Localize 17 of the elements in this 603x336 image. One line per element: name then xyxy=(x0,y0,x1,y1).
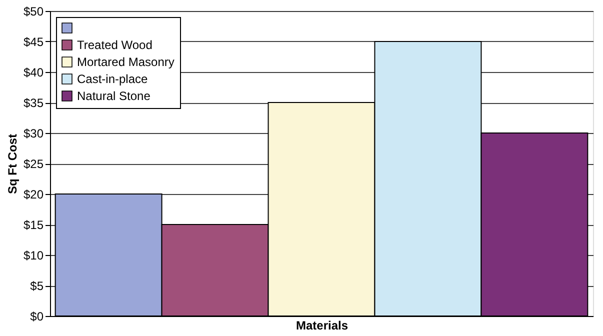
y-axis-title: Sq Ft Cost xyxy=(5,134,20,194)
legend-label: Cast-in-place xyxy=(77,72,148,86)
y-tick-label: $25 xyxy=(23,157,44,171)
legend-label: Treated Wood xyxy=(77,38,152,52)
y-tick-label: $50 xyxy=(23,4,44,18)
y-tick-label: $15 xyxy=(23,218,44,232)
y-tick-label: $20 xyxy=(23,188,44,202)
y-tick-label: $35 xyxy=(23,96,44,110)
y-tick-label: $10 xyxy=(23,248,44,262)
x-axis-title: Materials xyxy=(296,318,348,332)
legend-label: Natural Stone xyxy=(77,89,151,103)
y-tick-label: $45 xyxy=(23,35,44,49)
legend-label: Mortared Masonry xyxy=(77,55,174,69)
y-tick-label: $5 xyxy=(30,279,44,293)
y-tick-label: $40 xyxy=(23,66,44,80)
y-tick-label: $30 xyxy=(23,126,44,140)
y-tick-label: $0 xyxy=(30,310,44,324)
